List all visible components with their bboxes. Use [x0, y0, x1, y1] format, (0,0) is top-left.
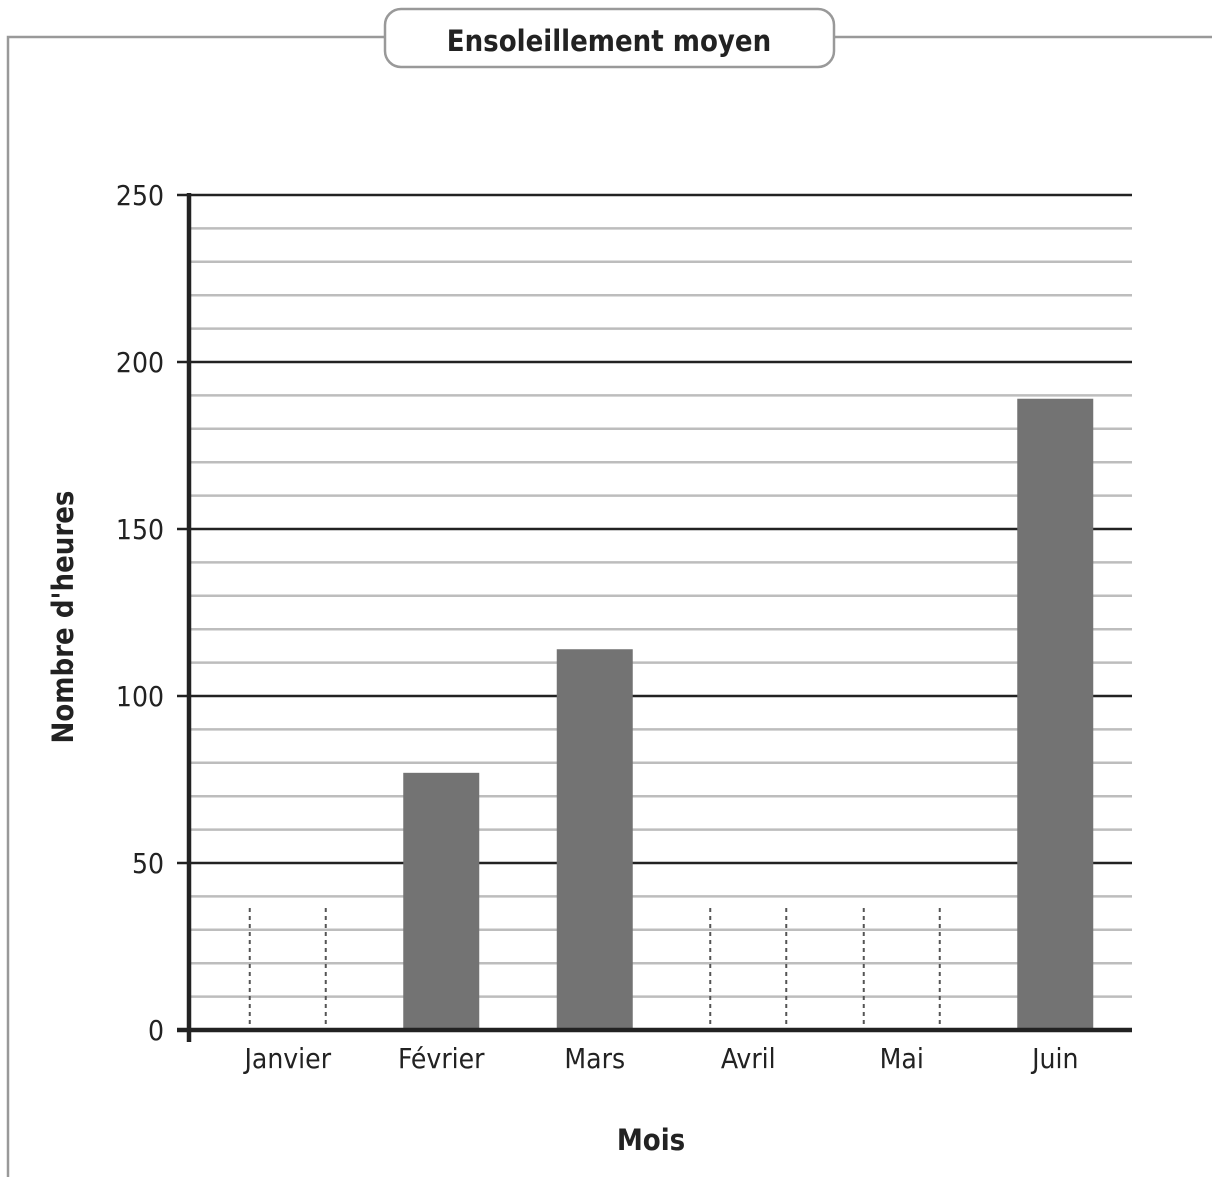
bar-mars — [556, 649, 633, 1030]
y-tick-label: 50 — [132, 847, 164, 880]
bars — [248, 398, 1094, 1030]
chart-frame — [6, 35, 1212, 1177]
x-tick-label: Janvier — [242, 1042, 331, 1075]
x-tick-label: Mars — [564, 1042, 625, 1075]
x-tick-label: Avril — [721, 1042, 776, 1075]
y-tick-label: 0 — [148, 1014, 164, 1047]
bar-juin — [1017, 398, 1094, 1030]
title-box: Ensoleillement moyen — [383, 7, 836, 69]
y-tick-label: 250 — [116, 179, 164, 212]
y-axis-label: Nombre d'heures — [46, 491, 80, 744]
x-tick-labels: Janvier Février Mars Avril Mai Juin — [242, 1042, 1078, 1075]
axes — [177, 193, 1132, 1042]
y-tick-labels: 0 50 100 150 200 250 — [116, 179, 164, 1047]
chart-title: Ensoleillement moyen — [447, 24, 771, 58]
frame-line-left — [6, 35, 385, 1177]
grid-lines — [189, 193, 1132, 998]
y-tick-label: 200 — [116, 346, 164, 379]
title-box-border — [383, 7, 836, 69]
x-tick-label: Février — [398, 1042, 485, 1075]
y-tick-label: 150 — [116, 513, 164, 546]
bar-février — [403, 772, 480, 1030]
x-tick-label: Juin — [1030, 1042, 1078, 1075]
x-tick-label: Mai — [880, 1042, 924, 1075]
y-tick-label: 100 — [116, 680, 164, 713]
x-axis-label: Mois — [617, 1123, 685, 1157]
